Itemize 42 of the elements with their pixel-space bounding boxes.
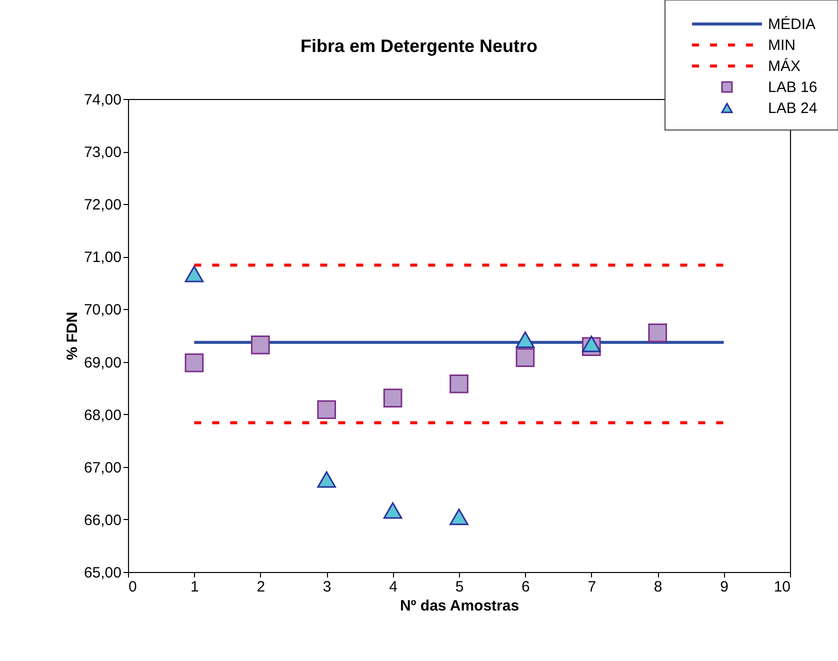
point: [450, 508, 468, 526]
point: [250, 336, 270, 354]
point: [184, 266, 204, 282]
point: [450, 374, 468, 394]
y-tick-label: 69,00: [84, 354, 122, 372]
x-tick-label: 7: [588, 578, 596, 596]
y-tick-label: 72,00: [84, 196, 122, 214]
y-tick-label: 70,00: [84, 302, 122, 319]
x-tick-label: 5: [455, 578, 464, 596]
x-tick-label: 2: [256, 578, 266, 596]
x-tick-label: 10: [774, 578, 790, 596]
point: [184, 353, 204, 372]
chart-title: Fibra em Detergente Neutro: [300, 36, 538, 56]
y-tick-label: 74,00: [84, 92, 122, 108]
legend-label: MÁX: [768, 57, 801, 75]
x-tick-label: 3: [322, 578, 332, 596]
x-tick-label: 1: [190, 578, 199, 596]
point: [516, 348, 535, 367]
y-tick-label: 66,00: [84, 512, 122, 529]
y-tick-label: 71,00: [84, 249, 122, 266]
y-tick-label: 68,00: [84, 406, 122, 424]
y-tick-label: 67,00: [84, 459, 122, 476]
x-axis-title: Nº das Amostras: [400, 598, 520, 614]
point: [516, 331, 535, 348]
x-tick-label: 8: [654, 578, 662, 596]
legend-label: MIN: [768, 37, 796, 54]
point: [317, 400, 336, 420]
y-axis-title: % FDN: [64, 312, 81, 360]
legend-label: LAB 24: [768, 100, 818, 117]
point: [317, 471, 336, 488]
y-tick-label: 73,00: [84, 144, 122, 162]
x-tick-label: 9: [720, 578, 728, 596]
point: [582, 336, 601, 352]
legend-label: MÉDIA: [768, 15, 816, 33]
x-tick-label: 0: [128, 578, 137, 596]
point: [648, 323, 668, 342]
legend-label: LAB 16: [768, 79, 818, 96]
point: [383, 502, 402, 519]
y-tick-label: 65,00: [84, 564, 122, 582]
point: [383, 388, 402, 408]
x-tick-label: 6: [522, 578, 530, 596]
x-tick-label: 4: [389, 578, 398, 596]
